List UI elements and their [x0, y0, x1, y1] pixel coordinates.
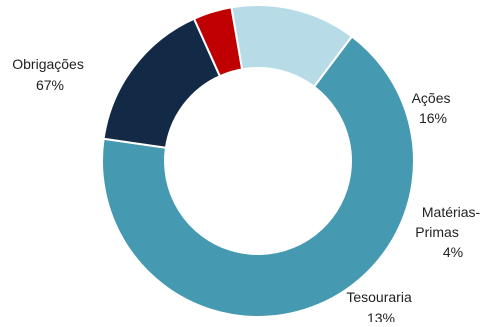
category-label-materias-primas-line2: Primas [415, 224, 459, 240]
data-label-obrigacoes: Obrigações 67% [12, 56, 87, 93]
category-label-obrigacoes: Obrigações [12, 56, 84, 72]
slice-tesouraria [230, 4, 354, 89]
data-label-acoes: Ações 16% [412, 90, 455, 126]
percent-label-materias-primas: 4% [443, 244, 463, 260]
category-label-tesouraria: Tesouraria [346, 289, 412, 305]
data-label-materias-primas: Matérias- Primas 4% [415, 204, 484, 260]
percent-label-obrigacoes: 67% [36, 77, 64, 93]
slices-layer [101, 4, 415, 318]
percent-label-tesouraria: 13% [367, 310, 395, 322]
category-label-acoes: Ações [412, 90, 451, 106]
data-label-tesouraria: Tesouraria 13% [346, 289, 415, 322]
slice-obrigacoes [101, 35, 415, 318]
percent-label-acoes: 16% [419, 110, 447, 126]
labels-layer: Obrigações 67% Ações 16% Matérias- Prima… [12, 56, 484, 326]
category-label-materias-primas-line1: Matérias- [422, 204, 481, 220]
